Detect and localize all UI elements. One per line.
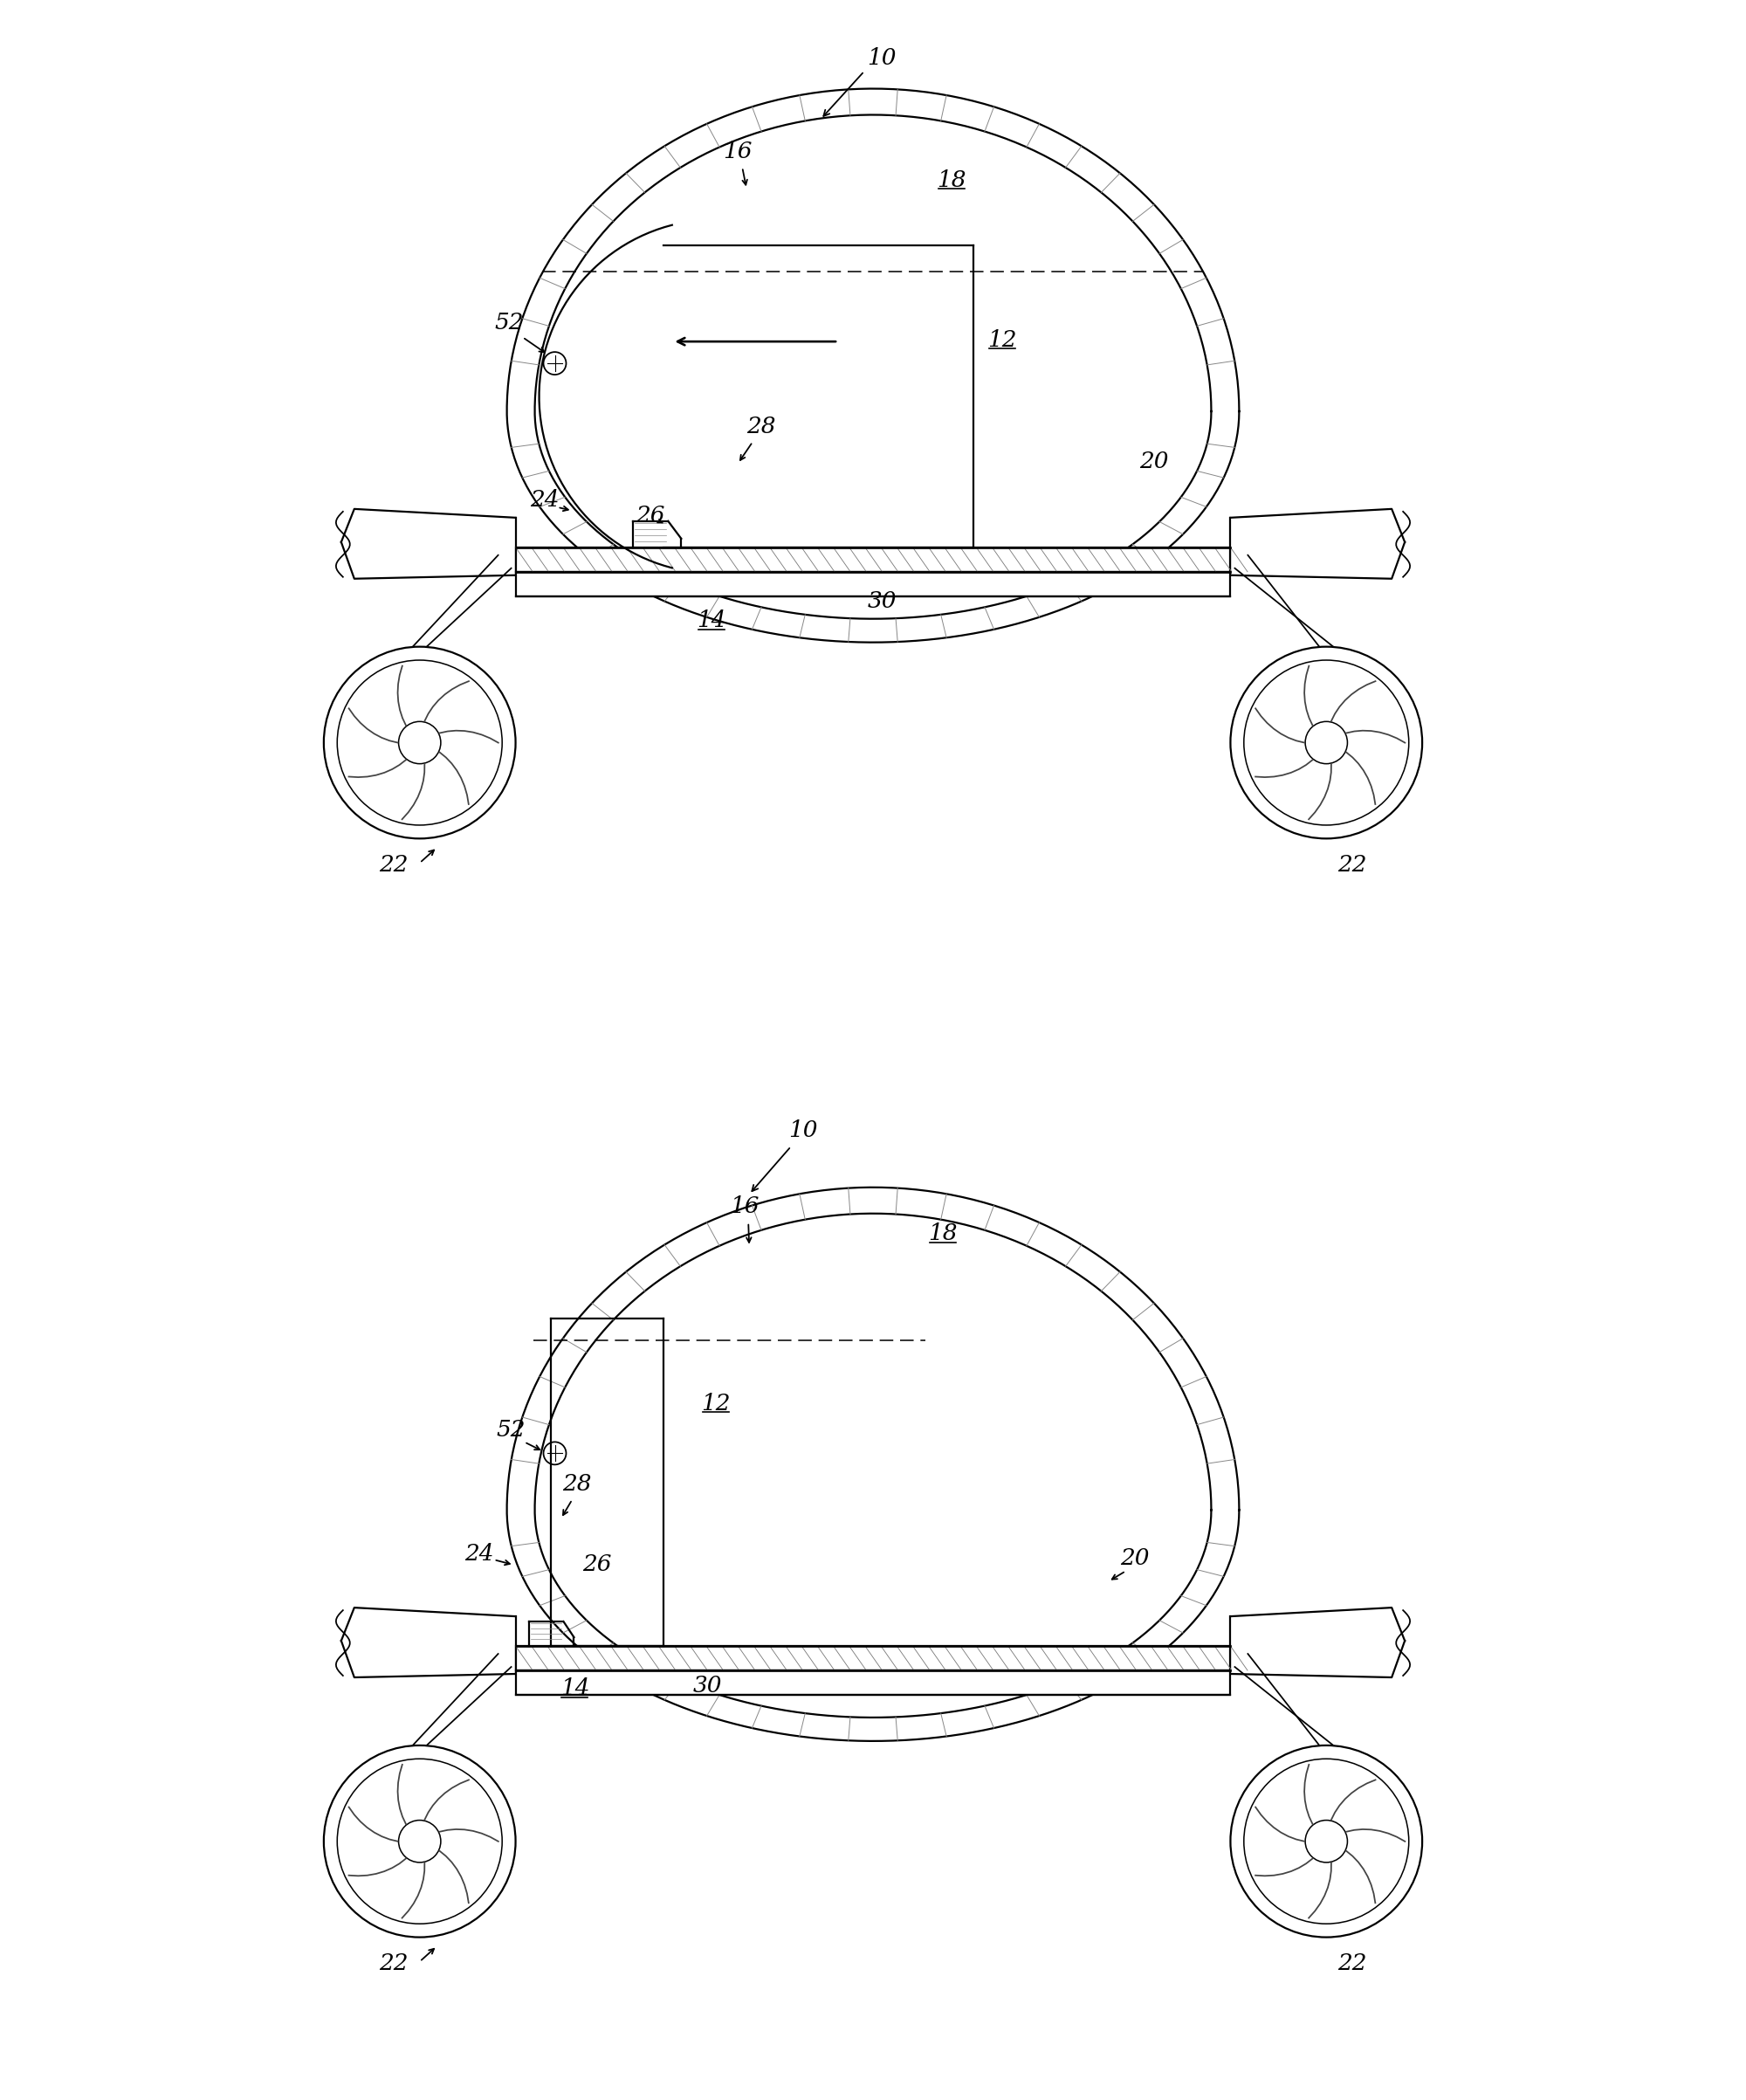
Text: 52: 52 (494, 311, 524, 334)
Text: 24: 24 (529, 489, 559, 510)
Text: 20: 20 (1138, 452, 1168, 473)
Text: 28: 28 (562, 1472, 592, 1495)
Text: 30: 30 (693, 1676, 723, 1697)
Text: 16: 16 (723, 141, 753, 162)
Text: 18: 18 (938, 170, 966, 191)
Text: 12: 12 (988, 330, 1016, 351)
Text: 26: 26 (636, 504, 665, 527)
Text: 26: 26 (581, 1554, 611, 1575)
Text: 18: 18 (929, 1222, 957, 1245)
Text: 28: 28 (747, 416, 775, 439)
Text: 20: 20 (1119, 1548, 1149, 1569)
Text: 24: 24 (464, 1544, 494, 1564)
Text: 12: 12 (702, 1392, 730, 1415)
Bar (515, 571, 1231, 596)
Bar (515, 548, 1231, 571)
Text: 52: 52 (496, 1420, 526, 1441)
Text: 22: 22 (1337, 855, 1367, 876)
Text: 10: 10 (868, 46, 896, 69)
Text: 16: 16 (730, 1195, 760, 1218)
Text: 14: 14 (697, 609, 726, 632)
Text: 14: 14 (560, 1678, 590, 1699)
Text: 22: 22 (379, 1953, 409, 1974)
Text: 22: 22 (1337, 1953, 1367, 1974)
Text: 10: 10 (789, 1119, 817, 1142)
Text: 30: 30 (868, 590, 896, 613)
Bar (515, 1670, 1231, 1695)
Bar (515, 1646, 1231, 1670)
Text: 22: 22 (379, 855, 409, 876)
